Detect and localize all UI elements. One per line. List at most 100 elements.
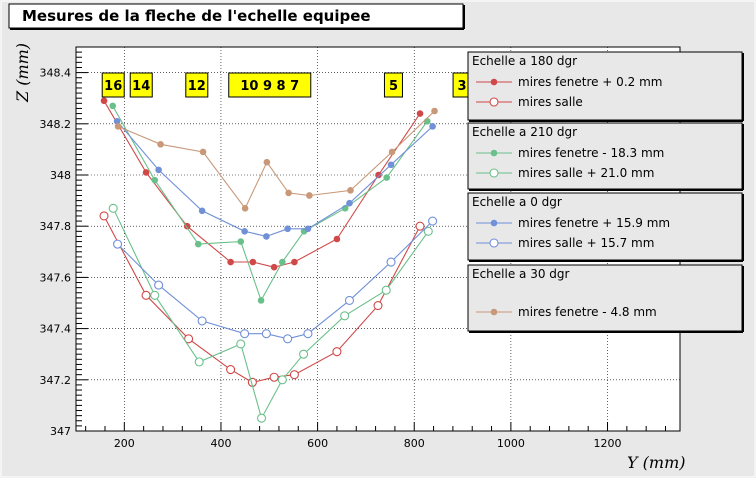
x-tick-label: 800 xyxy=(404,437,425,450)
data-point xyxy=(241,204,249,212)
position-marker-label: 5 xyxy=(389,79,398,94)
data-point xyxy=(113,239,123,249)
series-line xyxy=(103,215,421,383)
data-point xyxy=(256,413,267,423)
data-point xyxy=(381,285,391,295)
data-point xyxy=(269,372,279,382)
data-point xyxy=(423,226,433,236)
y-tick-label: 348.4 xyxy=(40,67,72,80)
series-line xyxy=(116,120,433,237)
data-point xyxy=(304,225,312,233)
data-point xyxy=(197,316,207,326)
position-marker-label: 14 xyxy=(132,79,150,94)
data-point xyxy=(249,258,257,266)
y-tick-label: 348.2 xyxy=(40,118,72,131)
data-point xyxy=(198,207,206,215)
data-point xyxy=(109,102,117,110)
data-point xyxy=(236,339,246,349)
legend-box xyxy=(467,51,743,121)
data-point xyxy=(346,199,353,207)
position-marker-label: 12 xyxy=(188,79,206,94)
data-point xyxy=(299,349,309,359)
data-point xyxy=(383,174,390,181)
x-tick-label: 600 xyxy=(307,437,328,450)
data-point xyxy=(108,203,118,213)
axis-ticks: 200 400 600 800 1000 1200 347 347.2 347.4 347.6 34… xyxy=(40,51,667,450)
legend-group: Echelle a 0 dgr mires fenetre + 15.9 mm mi… xyxy=(467,192,744,262)
legend-group: Echelle a 30 dgr mires fenetre - 4.8 mm xyxy=(467,264,744,333)
position-marker: 16 xyxy=(101,72,125,98)
series-1 xyxy=(99,211,425,387)
data-point xyxy=(416,110,424,117)
series-4 xyxy=(113,117,436,240)
data-point xyxy=(375,171,382,179)
position-marker-box xyxy=(185,72,209,98)
data-point xyxy=(387,161,395,169)
legend-group-header: Echelle a 0 dgr xyxy=(472,195,562,209)
position-marker-box xyxy=(228,72,312,98)
legend-entry-label: mires salle + 21.0 mm xyxy=(518,166,654,180)
data-point xyxy=(184,334,194,344)
data-point xyxy=(194,357,204,367)
legend-swatch-marker xyxy=(490,308,498,316)
data-point xyxy=(100,97,108,105)
data-point xyxy=(150,290,160,300)
data-point xyxy=(240,329,250,339)
data-point xyxy=(347,187,354,194)
data-point xyxy=(113,117,121,125)
legend-entry-label: mires salle xyxy=(518,95,583,109)
data-point xyxy=(332,347,342,357)
data-point xyxy=(194,240,202,248)
x-tick-label: 1000 xyxy=(497,437,525,450)
legend-group-header: Echelle a 210 dgr xyxy=(472,125,577,139)
legend-swatch-marker xyxy=(490,219,498,227)
data-point xyxy=(284,225,291,233)
x-axis-label: Y (mm) xyxy=(627,453,685,472)
data-point xyxy=(344,295,355,305)
series-line xyxy=(103,100,421,268)
data-point xyxy=(277,375,287,385)
data-point xyxy=(373,301,383,311)
legend-entry-label: mires fenetre - 4.8 mm xyxy=(518,305,657,319)
data-point xyxy=(114,123,122,130)
y-tick-label: 347.6 xyxy=(40,271,72,284)
position-marker: 12 xyxy=(185,72,209,98)
position-marker: 5 xyxy=(383,72,403,98)
legend-group: Echelle a 180 dgr mires fenetre + 0.2 mm m… xyxy=(467,51,744,122)
data-point xyxy=(141,290,151,300)
data-point xyxy=(429,123,436,130)
data-point xyxy=(261,329,271,339)
legend-box xyxy=(467,122,743,190)
legend-swatch-marker xyxy=(489,238,499,248)
data-point xyxy=(279,258,286,266)
data-point xyxy=(199,148,207,156)
y-tick-label: 347.4 xyxy=(40,323,72,336)
data-point xyxy=(241,228,248,235)
legend-group-header: Echelle a 180 dgr xyxy=(472,54,577,68)
series-3 xyxy=(108,203,433,423)
y-tick-label: 347.2 xyxy=(40,374,72,387)
position-marker: 10 9 8 7 xyxy=(228,72,312,98)
data-point xyxy=(303,329,313,339)
x-tick-label: 200 xyxy=(114,437,135,450)
legend-group: Echelle a 210 dgr mires fenetre - 18.3 mm… xyxy=(467,122,744,191)
y-tick-label: 347.8 xyxy=(40,220,72,233)
data-point xyxy=(155,166,162,174)
legend-swatch-marker xyxy=(489,168,499,178)
series-5 xyxy=(113,216,438,344)
series-line xyxy=(112,208,429,420)
data-point xyxy=(263,158,271,166)
x-tick-label: 1200 xyxy=(594,437,622,450)
series-6 xyxy=(114,107,438,212)
legend-entry-label: mires salle + 15.7 mm xyxy=(518,236,654,250)
x-tick-label: 400 xyxy=(210,437,231,450)
series-0 xyxy=(100,97,424,271)
data-point xyxy=(237,238,245,245)
position-marker-label: 16 xyxy=(104,79,122,94)
data-point xyxy=(386,257,396,267)
data-point xyxy=(227,258,234,266)
data-point xyxy=(142,169,150,176)
data-point xyxy=(99,211,109,221)
position-marker-box xyxy=(129,72,153,98)
